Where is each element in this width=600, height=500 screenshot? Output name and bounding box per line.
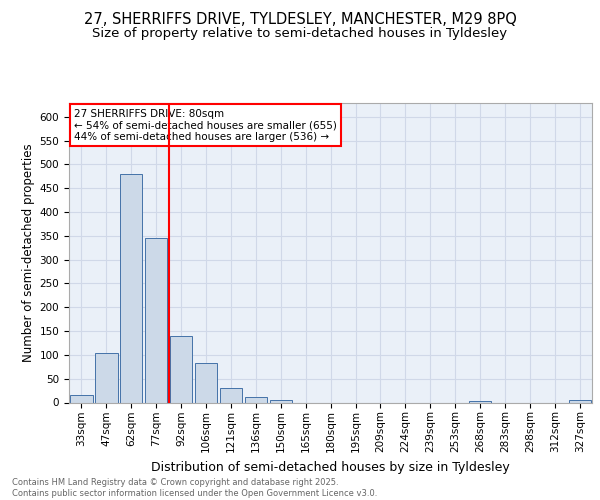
Bar: [469, 400, 491, 402]
Text: 27 SHERRIFFS DRIVE: 80sqm
← 54% of semi-detached houses are smaller (655)
44% of: 27 SHERRIFFS DRIVE: 80sqm ← 54% of semi-…: [74, 108, 337, 142]
Bar: [245, 398, 267, 402]
Bar: [145, 238, 167, 402]
Bar: [120, 174, 142, 402]
Y-axis label: Number of semi-detached properties: Number of semi-detached properties: [22, 143, 35, 362]
Bar: [70, 396, 92, 402]
Bar: [95, 352, 118, 403]
Bar: [170, 336, 193, 402]
Bar: [569, 400, 591, 402]
Bar: [220, 388, 242, 402]
Bar: [269, 400, 292, 402]
Text: Size of property relative to semi-detached houses in Tyldesley: Size of property relative to semi-detach…: [92, 28, 508, 40]
X-axis label: Distribution of semi-detached houses by size in Tyldesley: Distribution of semi-detached houses by …: [151, 460, 510, 473]
Bar: [195, 363, 217, 403]
Text: 27, SHERRIFFS DRIVE, TYLDESLEY, MANCHESTER, M29 8PQ: 27, SHERRIFFS DRIVE, TYLDESLEY, MANCHEST…: [83, 12, 517, 28]
Text: Contains HM Land Registry data © Crown copyright and database right 2025.
Contai: Contains HM Land Registry data © Crown c…: [12, 478, 377, 498]
